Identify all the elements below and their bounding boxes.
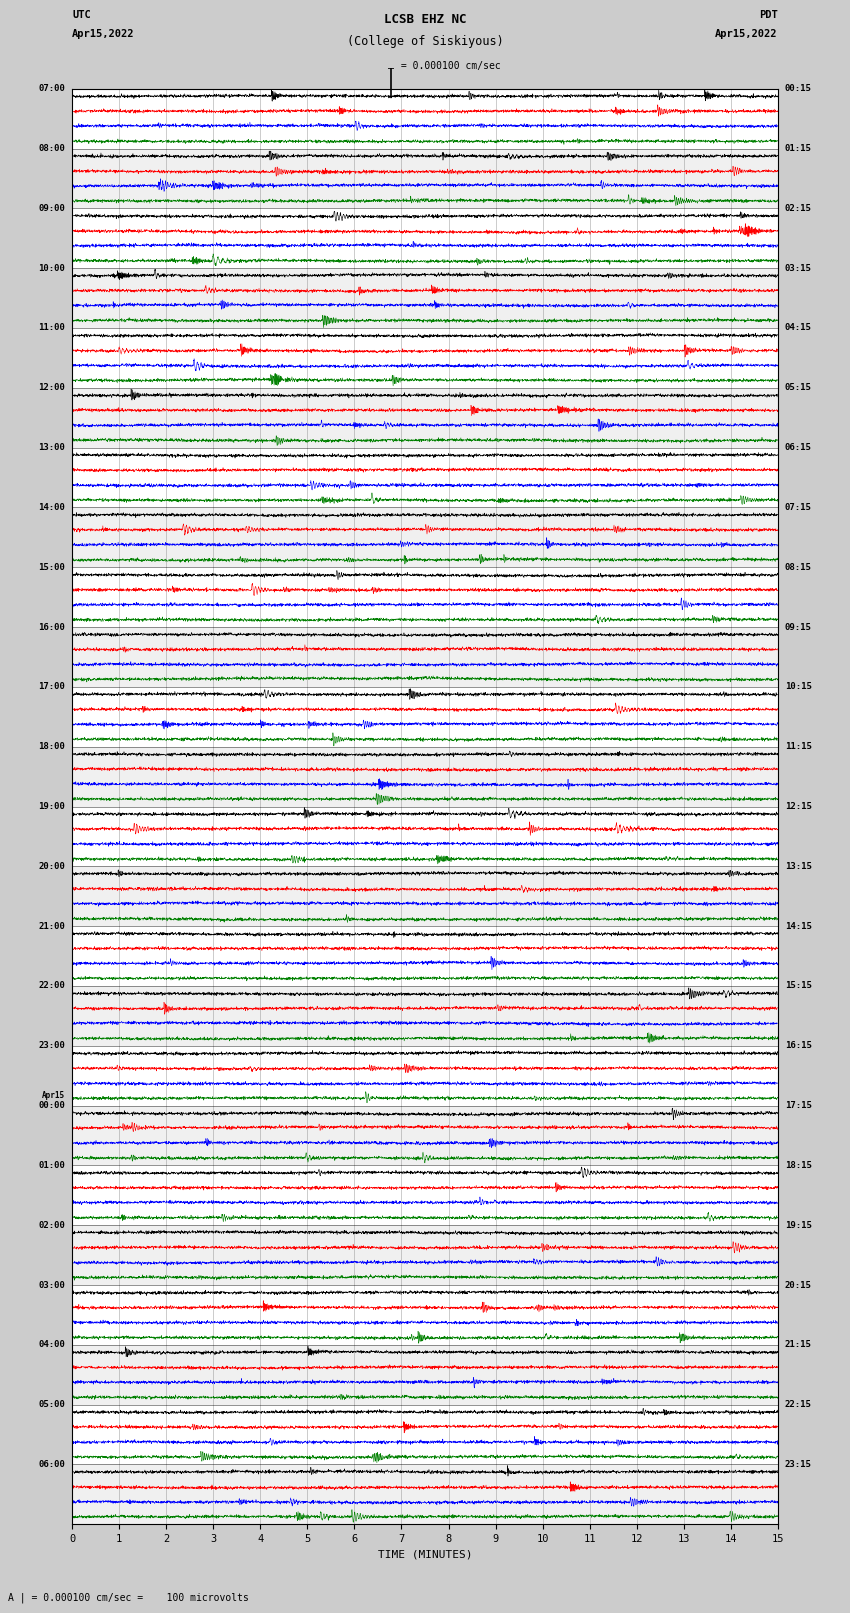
Text: 10:00: 10:00 xyxy=(38,263,65,273)
Text: A | = 0.000100 cm/sec =    100 microvolts: A | = 0.000100 cm/sec = 100 microvolts xyxy=(8,1592,249,1603)
Text: 05:15: 05:15 xyxy=(785,384,812,392)
Bar xyxy=(72,1226,778,1286)
Text: 18:15: 18:15 xyxy=(785,1161,812,1169)
Text: 03:15: 03:15 xyxy=(785,263,812,273)
Text: Apr15,2022: Apr15,2022 xyxy=(715,29,778,39)
Bar xyxy=(72,1345,778,1405)
Text: 21:00: 21:00 xyxy=(38,921,65,931)
Bar xyxy=(72,1286,778,1345)
Text: 10:15: 10:15 xyxy=(785,682,812,692)
Bar xyxy=(72,866,778,926)
Text: 02:00: 02:00 xyxy=(38,1221,65,1229)
Bar xyxy=(72,568,778,627)
Text: 11:15: 11:15 xyxy=(785,742,812,752)
Text: 15:00: 15:00 xyxy=(38,563,65,571)
Text: 21:15: 21:15 xyxy=(785,1340,812,1350)
Text: 00:15: 00:15 xyxy=(785,84,812,94)
Bar xyxy=(72,1165,778,1226)
Text: 07:00: 07:00 xyxy=(38,84,65,94)
Bar xyxy=(72,508,778,568)
Text: 07:15: 07:15 xyxy=(785,503,812,511)
Bar xyxy=(72,747,778,806)
Text: 15:15: 15:15 xyxy=(785,981,812,990)
Bar xyxy=(72,148,778,208)
Bar xyxy=(72,926,778,986)
Bar xyxy=(72,448,778,508)
Text: 17:00: 17:00 xyxy=(38,682,65,692)
Bar xyxy=(72,1405,778,1465)
Text: = 0.000100 cm/sec: = 0.000100 cm/sec xyxy=(395,61,501,71)
Text: 13:15: 13:15 xyxy=(785,861,812,871)
Text: PDT: PDT xyxy=(759,10,778,19)
Bar xyxy=(72,1045,778,1105)
Text: 04:15: 04:15 xyxy=(785,324,812,332)
Text: 20:00: 20:00 xyxy=(38,861,65,871)
Text: 01:15: 01:15 xyxy=(785,144,812,153)
Text: 08:15: 08:15 xyxy=(785,563,812,571)
Text: 00:00: 00:00 xyxy=(38,1102,65,1110)
Text: Apr15,2022: Apr15,2022 xyxy=(72,29,135,39)
X-axis label: TIME (MINUTES): TIME (MINUTES) xyxy=(377,1550,473,1560)
Bar xyxy=(72,89,778,148)
Bar xyxy=(72,387,778,448)
Bar xyxy=(72,986,778,1045)
Text: 01:00: 01:00 xyxy=(38,1161,65,1169)
Bar xyxy=(72,627,778,687)
Text: 20:15: 20:15 xyxy=(785,1281,812,1289)
Bar xyxy=(72,687,778,747)
Text: 22:00: 22:00 xyxy=(38,981,65,990)
Text: 18:00: 18:00 xyxy=(38,742,65,752)
Text: (College of Siskiyous): (College of Siskiyous) xyxy=(347,35,503,48)
Text: 13:00: 13:00 xyxy=(38,444,65,452)
Bar xyxy=(72,208,778,268)
Text: 08:00: 08:00 xyxy=(38,144,65,153)
Text: 09:15: 09:15 xyxy=(785,623,812,632)
Text: 14:15: 14:15 xyxy=(785,921,812,931)
Text: 11:00: 11:00 xyxy=(38,324,65,332)
Text: 04:00: 04:00 xyxy=(38,1340,65,1350)
Text: UTC: UTC xyxy=(72,10,91,19)
Bar xyxy=(72,1465,778,1524)
Text: Apr15: Apr15 xyxy=(42,1090,65,1100)
Text: 12:15: 12:15 xyxy=(785,802,812,811)
Text: 06:00: 06:00 xyxy=(38,1460,65,1469)
Text: 02:15: 02:15 xyxy=(785,203,812,213)
Text: 23:15: 23:15 xyxy=(785,1460,812,1469)
Bar xyxy=(72,1105,778,1165)
Text: 12:00: 12:00 xyxy=(38,384,65,392)
Text: 22:15: 22:15 xyxy=(785,1400,812,1410)
Text: 06:15: 06:15 xyxy=(785,444,812,452)
Text: 05:00: 05:00 xyxy=(38,1400,65,1410)
Text: 17:15: 17:15 xyxy=(785,1102,812,1110)
Text: 09:00: 09:00 xyxy=(38,203,65,213)
Bar xyxy=(72,327,778,387)
Bar xyxy=(72,806,778,866)
Text: 16:15: 16:15 xyxy=(785,1042,812,1050)
Text: 19:15: 19:15 xyxy=(785,1221,812,1229)
Text: 03:00: 03:00 xyxy=(38,1281,65,1289)
Text: LCSB EHZ NC: LCSB EHZ NC xyxy=(383,13,467,26)
Bar xyxy=(72,268,778,327)
Text: 19:00: 19:00 xyxy=(38,802,65,811)
Text: 14:00: 14:00 xyxy=(38,503,65,511)
Text: 16:00: 16:00 xyxy=(38,623,65,632)
Text: 23:00: 23:00 xyxy=(38,1042,65,1050)
